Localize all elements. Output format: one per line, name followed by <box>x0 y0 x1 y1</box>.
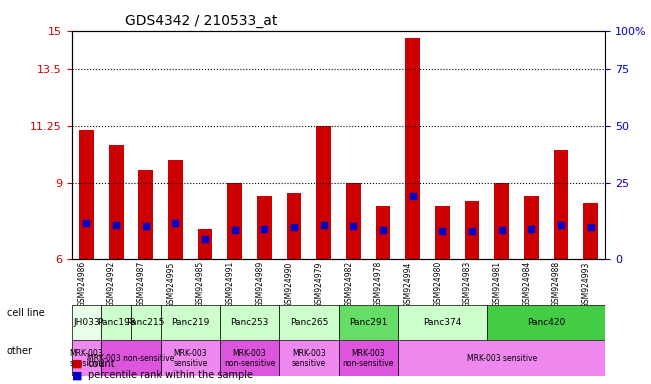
Bar <box>139 170 153 259</box>
Text: GSM924993: GSM924993 <box>581 261 590 308</box>
FancyBboxPatch shape <box>131 305 161 341</box>
FancyBboxPatch shape <box>339 341 398 376</box>
Bar <box>405 38 420 259</box>
Text: GSM924989: GSM924989 <box>255 261 264 308</box>
Text: GSM924984: GSM924984 <box>522 261 531 308</box>
Text: Panc291: Panc291 <box>349 318 387 327</box>
Text: MRK-003
non-sensitive: MRK-003 non-sensitive <box>224 349 275 368</box>
Text: count: count <box>88 359 115 369</box>
Bar <box>435 206 450 259</box>
FancyBboxPatch shape <box>487 305 605 341</box>
Text: GSM924981: GSM924981 <box>493 261 502 307</box>
FancyBboxPatch shape <box>220 305 279 341</box>
FancyBboxPatch shape <box>398 305 487 341</box>
Text: percentile rank within the sample: percentile rank within the sample <box>88 370 253 380</box>
Bar <box>376 206 391 259</box>
Text: GSM924986: GSM924986 <box>77 261 87 308</box>
Text: MRK-003
sensitive: MRK-003 sensitive <box>173 349 208 368</box>
Bar <box>583 203 598 259</box>
Bar <box>465 200 479 259</box>
Bar <box>494 183 509 259</box>
Text: GSM924980: GSM924980 <box>434 261 442 308</box>
Text: GSM924990: GSM924990 <box>285 261 294 308</box>
FancyBboxPatch shape <box>398 341 605 376</box>
Text: Panc215: Panc215 <box>126 318 165 327</box>
FancyBboxPatch shape <box>339 305 398 341</box>
Bar <box>524 195 539 259</box>
Text: JH033: JH033 <box>73 318 100 327</box>
Text: MRK-003
sensitive: MRK-003 sensitive <box>69 349 104 368</box>
Text: Panc420: Panc420 <box>527 318 565 327</box>
Bar <box>198 228 212 259</box>
Bar <box>346 183 361 259</box>
Text: GSM924988: GSM924988 <box>552 261 561 307</box>
Text: GSM924992: GSM924992 <box>107 261 116 308</box>
FancyBboxPatch shape <box>102 341 161 376</box>
Text: MRK-003
non-sensitive: MRK-003 non-sensitive <box>342 349 394 368</box>
Text: MRK-003
sensitive: MRK-003 sensitive <box>292 349 326 368</box>
Text: GSM924991: GSM924991 <box>226 261 235 308</box>
Text: GSM924979: GSM924979 <box>314 261 324 308</box>
Text: GSM924983: GSM924983 <box>463 261 472 308</box>
Text: GSM924995: GSM924995 <box>167 261 175 308</box>
Text: ■: ■ <box>72 370 82 380</box>
Bar <box>109 145 124 259</box>
Text: GDS4342 / 210533_at: GDS4342 / 210533_at <box>125 14 277 28</box>
Bar <box>79 130 94 259</box>
Text: Panc374: Panc374 <box>423 318 462 327</box>
Text: GSM924985: GSM924985 <box>196 261 205 308</box>
Text: GSM924982: GSM924982 <box>344 261 353 307</box>
Text: GSM924994: GSM924994 <box>404 261 413 308</box>
Text: other: other <box>7 346 33 356</box>
FancyBboxPatch shape <box>161 305 220 341</box>
FancyBboxPatch shape <box>72 341 102 376</box>
Text: Panc219: Panc219 <box>171 318 210 327</box>
Text: GSM924978: GSM924978 <box>374 261 383 308</box>
Bar <box>553 150 568 259</box>
FancyBboxPatch shape <box>279 305 339 341</box>
Bar <box>286 193 301 259</box>
Text: cell line: cell line <box>7 308 44 318</box>
Bar <box>316 126 331 259</box>
Bar <box>257 195 271 259</box>
Text: Panc198: Panc198 <box>97 318 135 327</box>
Text: GSM924987: GSM924987 <box>137 261 146 308</box>
FancyBboxPatch shape <box>102 305 131 341</box>
Bar <box>168 160 183 259</box>
Text: Panc265: Panc265 <box>290 318 328 327</box>
FancyBboxPatch shape <box>279 341 339 376</box>
FancyBboxPatch shape <box>161 341 220 376</box>
Bar <box>227 183 242 259</box>
Text: MRK-003 sensitive: MRK-003 sensitive <box>467 354 537 363</box>
FancyBboxPatch shape <box>220 341 279 376</box>
Text: MRK-003 non-sensitive: MRK-003 non-sensitive <box>87 354 174 363</box>
Text: ■: ■ <box>72 359 82 369</box>
Text: Panc253: Panc253 <box>230 318 269 327</box>
FancyBboxPatch shape <box>72 305 102 341</box>
